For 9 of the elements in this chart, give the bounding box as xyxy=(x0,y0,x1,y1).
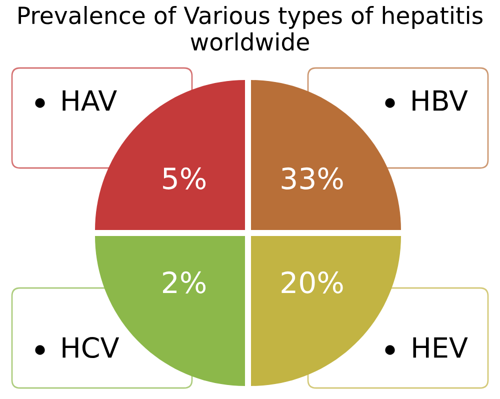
data-label: 20% xyxy=(282,271,343,294)
category-label: HBV xyxy=(412,90,468,111)
data-label: 2% xyxy=(163,271,206,294)
data-label: 33% xyxy=(282,167,343,190)
text: Prevalence of Various types of hepatitis worldwide xyxy=(18,6,482,51)
category-label: HEV xyxy=(413,337,468,358)
category-label: HCV xyxy=(62,337,120,358)
data-label: 5% xyxy=(163,167,206,190)
category-label: HAV xyxy=(62,90,117,111)
